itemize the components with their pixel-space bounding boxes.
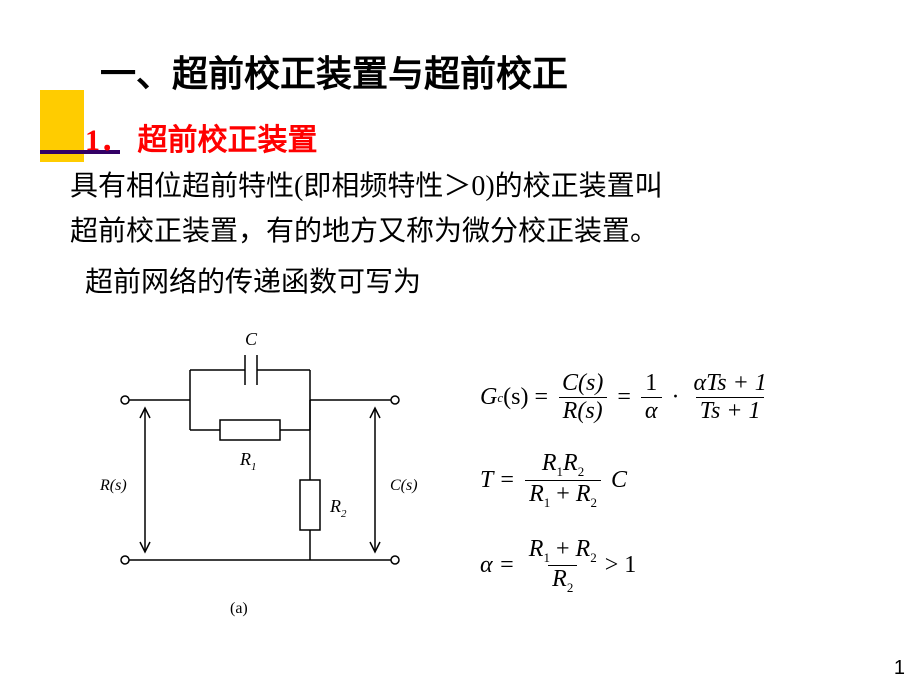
equations-block: Gc(s) = C(s) R(s) = 1 α · αTs + 1 Ts + 1… bbox=[480, 370, 775, 621]
circuit-caption: (a) bbox=[230, 600, 248, 618]
eq2-tail: C bbox=[611, 467, 627, 494]
eq1-den3: Ts + 1 bbox=[696, 397, 765, 425]
label-r2: R bbox=[329, 496, 341, 516]
eq1-arg: (s) bbox=[503, 384, 528, 411]
eq2-da: R bbox=[529, 481, 544, 507]
circuit-diagram: C R1 R2 R(s) C(s) bbox=[95, 330, 425, 610]
eq1-den1: R(s) bbox=[559, 397, 607, 425]
eq2-nb-sub: 2 bbox=[578, 464, 585, 479]
label-r2-sub: 2 bbox=[341, 508, 347, 520]
paragraph-2: 超前网络的传递函数可写为 bbox=[85, 260, 421, 300]
page-number: 1 bbox=[894, 657, 905, 680]
eq3-nb-sub: 2 bbox=[590, 549, 597, 564]
label-cs: C(s) bbox=[390, 477, 418, 494]
equation-1: Gc(s) = C(s) R(s) = 1 α · αTs + 1 Ts + 1 bbox=[480, 370, 775, 425]
eq1-lhs: G bbox=[480, 384, 497, 411]
equation-2: T = R1R2 R1 + R2 C bbox=[480, 450, 775, 511]
paragraph-1: 具有相位超前特性(即相频特性＞0)的校正装置叫 超前校正装置，有的地方又称为微分… bbox=[70, 165, 890, 255]
main-title: 一、超前校正装置与超前校正 bbox=[100, 45, 568, 97]
eq3-d: R bbox=[552, 566, 567, 592]
label-c: C bbox=[245, 330, 258, 349]
eq2-db-sub: 2 bbox=[591, 495, 598, 510]
equation-3: α = R1 + R2 R2 > 1 bbox=[480, 536, 775, 597]
eq2-lhs: T = bbox=[480, 467, 515, 494]
eq1-num1: C(s) bbox=[558, 370, 607, 397]
label-r1: R bbox=[239, 449, 251, 469]
label-rs: R(s) bbox=[99, 477, 127, 494]
eq2-na: R bbox=[542, 450, 557, 476]
eq1-num3: αTs + 1 bbox=[690, 370, 771, 397]
subtitle: 1． 超前校正装置 bbox=[85, 115, 318, 159]
eq3-tail: > 1 bbox=[605, 552, 637, 579]
eq3-d-sub: 2 bbox=[567, 580, 574, 595]
eq2-dplus: + bbox=[550, 481, 576, 507]
eq3-lhs: α = bbox=[480, 552, 515, 579]
svg-text:R1: R1 bbox=[239, 449, 257, 473]
eq1-num2: 1 bbox=[641, 370, 661, 397]
eq3-nb: R bbox=[576, 536, 591, 562]
eq2-nb: R bbox=[563, 450, 578, 476]
para1-line2: 超前校正装置，有的地方又称为微分校正装置。 bbox=[70, 216, 658, 247]
para1-line1: 具有相位超前特性(即相频特性＞0)的校正装置叫 bbox=[70, 171, 663, 202]
eq1-den2: α bbox=[641, 397, 662, 425]
eq3-nplus: + bbox=[550, 536, 576, 562]
eq2-db: R bbox=[576, 481, 591, 507]
label-r1-sub: 1 bbox=[251, 461, 257, 473]
eq3-na: R bbox=[529, 536, 544, 562]
svg-text:R2: R2 bbox=[329, 496, 347, 520]
